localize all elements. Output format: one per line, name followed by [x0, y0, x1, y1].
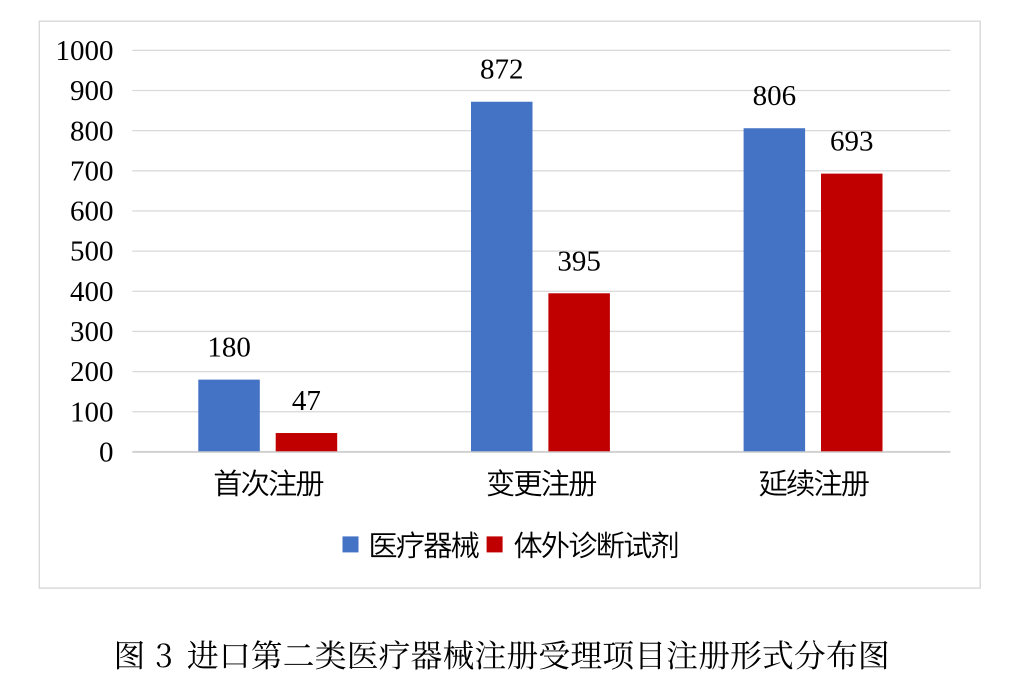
svg-text:400: 400	[70, 276, 114, 308]
svg-text:1000: 1000	[56, 35, 114, 67]
svg-text:600: 600	[70, 196, 114, 228]
svg-text:900: 900	[70, 75, 114, 107]
svg-text:500: 500	[70, 236, 114, 268]
svg-text:0: 0	[99, 437, 114, 469]
svg-text:700: 700	[70, 155, 114, 187]
svg-text:872: 872	[480, 54, 524, 86]
svg-text:180: 180	[207, 332, 251, 364]
svg-text:200: 200	[70, 356, 114, 388]
svg-text:395: 395	[557, 245, 601, 277]
svg-text:300: 300	[70, 316, 114, 348]
svg-text:100: 100	[70, 396, 114, 428]
svg-text:47: 47	[292, 385, 321, 417]
svg-text:693: 693	[830, 126, 874, 158]
svg-text:800: 800	[70, 115, 114, 147]
svg-text:806: 806	[753, 80, 797, 112]
